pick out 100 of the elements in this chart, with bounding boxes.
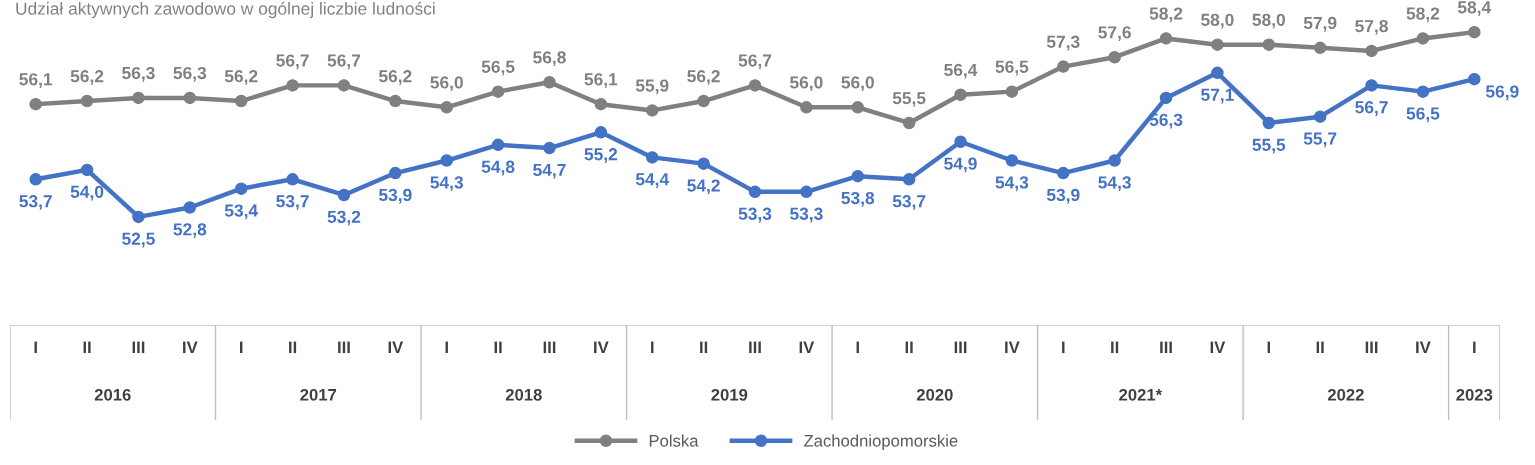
x-tick-label: I: [856, 341, 859, 354]
point: [183, 91, 197, 105]
data-label: 56,9: [1485, 85, 1519, 101]
x-tick-label: III: [132, 341, 145, 354]
text: 2021*: [1119, 388, 1163, 401]
data-label: 54,4: [635, 173, 670, 188]
x-tick-label: IV: [183, 341, 198, 354]
x-tick-label: III: [1365, 341, 1378, 354]
x-tick-label: I: [1267, 341, 1270, 354]
point: [594, 126, 608, 139]
data-label: 56,3: [122, 66, 155, 82]
point: [1159, 32, 1173, 45]
point: [440, 101, 453, 114]
data-label: 53,9: [378, 188, 412, 204]
point: [1416, 85, 1430, 98]
x-tick-label: I: [651, 341, 654, 354]
data-label: 56,5: [1406, 107, 1440, 123]
x-tick-label: II: [83, 341, 91, 354]
point: [132, 91, 145, 105]
data-label: 53,7: [19, 195, 52, 210]
data-label: 54,3: [995, 176, 1029, 192]
data-label: 55,7: [1303, 132, 1337, 148]
point: [1468, 25, 1481, 39]
point: [1313, 110, 1327, 123]
point: [1108, 50, 1121, 64]
data-label: 55,9: [635, 79, 669, 95]
data-label: 58,0: [1252, 13, 1285, 29]
point: [1365, 44, 1378, 58]
data-label: 57,1: [1201, 88, 1234, 104]
x-tick-label: II: [1111, 341, 1119, 354]
data-label: 52,5: [122, 232, 155, 248]
point: [1262, 38, 1276, 51]
x-tick-label: II: [1316, 341, 1324, 354]
data-label: 56,5: [995, 60, 1029, 76]
data-label: 54,2: [687, 179, 720, 195]
point: [1057, 166, 1070, 180]
x-tick-label: IV: [1416, 341, 1431, 354]
x-tick-label: III: [338, 341, 350, 354]
text: 2018: [505, 388, 542, 401]
legend-label: Polska: [649, 434, 699, 447]
point: [645, 104, 659, 117]
data-label: 56,2: [224, 70, 258, 85]
point: [748, 79, 762, 92]
data-label: 56,0: [790, 76, 823, 92]
data-label: 56,2: [687, 70, 720, 85]
data-label: 56,7: [1355, 101, 1388, 116]
x-tick-label: II: [700, 341, 708, 354]
data-label: 54,3: [1098, 176, 1131, 192]
text: 2016: [94, 388, 131, 401]
data-label: 58,2: [1406, 7, 1440, 23]
point: [1159, 91, 1173, 105]
point: [954, 88, 967, 102]
data-label: 54,7: [533, 163, 566, 179]
point: [1468, 72, 1481, 86]
legend-label: Zachodniopomorskie: [804, 434, 958, 450]
data-label: 56,1: [584, 73, 618, 88]
point: [29, 173, 42, 186]
point: [902, 173, 916, 186]
point: [645, 151, 659, 164]
point: [697, 94, 710, 108]
text: 2017: [300, 388, 337, 401]
data-label: 55,5: [1252, 138, 1286, 154]
point: [80, 94, 94, 108]
point: [286, 173, 299, 186]
data-label: 53,9: [1046, 188, 1080, 204]
data-label: 53,7: [892, 195, 926, 210]
point: [440, 154, 453, 167]
point: [491, 85, 505, 98]
data-label: 53,4: [224, 204, 259, 220]
data-label: 56,0: [430, 76, 463, 92]
data-label: 53,3: [738, 207, 772, 223]
x-tick-label: III: [954, 341, 967, 354]
data-label: 56,7: [276, 54, 309, 70]
data-label: 53,8: [841, 191, 875, 207]
x-tick-label: IV: [1005, 341, 1020, 354]
point: [748, 185, 762, 199]
data-label: 54,9: [944, 157, 977, 173]
point: [1057, 60, 1070, 73]
x-tick-label: IV: [388, 341, 404, 354]
x-tick-label: IV: [594, 341, 609, 354]
point: [594, 97, 608, 111]
data-label: 53,3: [790, 207, 823, 223]
point: [1108, 154, 1121, 167]
data-label: 56,3: [173, 66, 207, 82]
point: [337, 188, 351, 202]
point: [1262, 116, 1276, 130]
point: [183, 201, 197, 214]
x-tick-label: I: [445, 341, 448, 354]
data-label: 56,1: [19, 73, 53, 88]
point: [543, 76, 556, 89]
data-label: 52,8: [173, 223, 207, 239]
x-tick-label: IV: [799, 341, 815, 354]
x-tick-label: I: [1062, 341, 1065, 354]
point: [1211, 66, 1224, 80]
chart-title: Udział aktywnych zawodowo w ogólnej liczbie ludności: [16, 1, 435, 19]
data-label: 53,7: [276, 195, 309, 210]
data-label: 56,5: [481, 60, 515, 76]
point: [389, 94, 402, 108]
data-label: 54,0: [70, 185, 104, 201]
x-tick-label: III: [1160, 341, 1172, 354]
